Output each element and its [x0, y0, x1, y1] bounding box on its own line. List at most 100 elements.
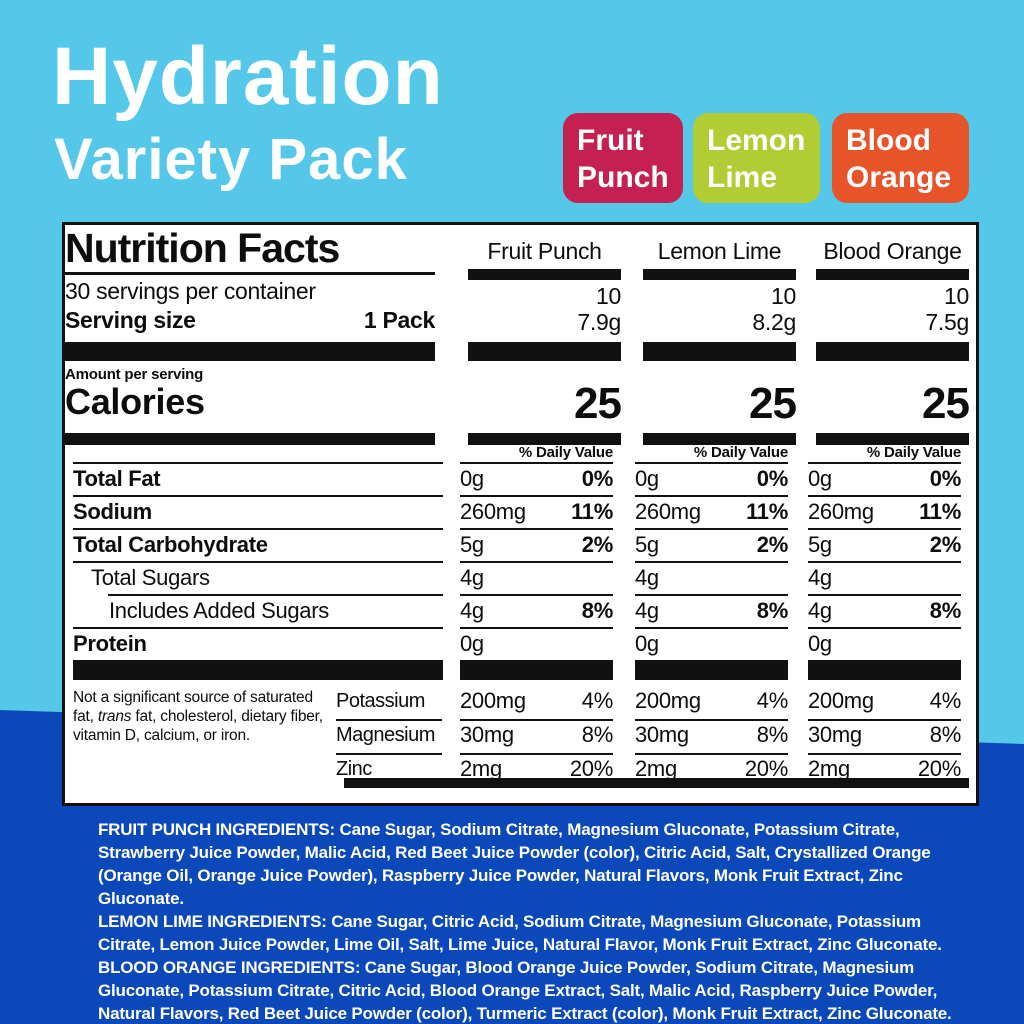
- nutrient-label: Protein: [73, 631, 147, 656]
- nutrient-amount: 260mg: [635, 499, 701, 524]
- nutrient-amount: 260mg: [808, 499, 874, 524]
- mineral-amount: 2mg: [635, 756, 677, 781]
- nutrient-dv: 8%: [756, 598, 789, 623]
- divider-bar-calories: [65, 433, 435, 445]
- nutrient-amount: 0g: [808, 466, 832, 491]
- nutrient-row-sodium: Sodium 260mg 11% 260mg 11% 260mg 11%: [73, 497, 961, 530]
- nutrient-dv: 2%: [929, 532, 962, 557]
- flavor-calories-value: 25: [749, 379, 797, 428]
- flavor-pack-weight: 8.2g: [752, 309, 796, 335]
- nutrient-amount: 0g: [635, 631, 659, 656]
- nutrient-amount: 4g: [808, 565, 832, 590]
- ingredients-paragraph-lemon-lime: LEMON LIME INGREDIENTS: Cane Sugar, Citr…: [98, 912, 942, 954]
- nutrient-dv: 2%: [581, 532, 614, 557]
- badge-label-line: Orange: [846, 161, 952, 194]
- divider-bar-thick: [468, 342, 621, 361]
- divider-bar: [468, 269, 621, 280]
- nutrient-amount: 260mg: [460, 499, 526, 524]
- nutrient-row-total-carbohydrate: Total Carbohydrate 5g 2% 5g 2% 5g 2%: [73, 530, 961, 563]
- divider-bar: [808, 660, 961, 680]
- nutrient-dv: 0%: [581, 466, 614, 491]
- flavor-column-lemon-lime: Lemon Lime 10 8.2g 25: [643, 225, 797, 457]
- mineral-label: Potassium: [336, 687, 442, 721]
- mineral-row-zinc: Zinc 2mg 20% 2mg 20% 2mg 20%: [73, 755, 961, 781]
- nutrient-dv: 0%: [929, 466, 962, 491]
- nutrient-amount: 0g: [808, 631, 832, 656]
- mineral-amount: 30mg: [460, 722, 514, 747]
- daily-value-header-row: % Daily Value % Daily Value % Daily Valu…: [73, 445, 961, 464]
- mineral-label: Zinc: [336, 758, 372, 780]
- nutrient-dv: 11%: [571, 499, 613, 524]
- nutrient-amount: 5g: [635, 532, 659, 557]
- divider-bar-thick: [65, 342, 435, 361]
- divider-bar: [643, 269, 796, 280]
- nutrient-amount: 0g: [635, 466, 659, 491]
- mineral-row-magnesium: Magnesium 30mg 8% 30mg 8% 30mg 8%: [73, 721, 961, 755]
- divider-bar-calories: [816, 433, 969, 445]
- nutrient-label: Total Carbohydrate: [73, 532, 268, 557]
- nutrient-dv: 11%: [746, 499, 788, 524]
- nutrient-amount: 5g: [460, 532, 484, 557]
- nutrient-dv: 2%: [756, 532, 789, 557]
- flavor-pack-weight: 7.5g: [925, 309, 969, 335]
- badge-label-line: Fruit: [577, 124, 644, 157]
- daily-value-header: % Daily Value: [808, 445, 961, 464]
- divider-bar-thick: [643, 342, 796, 361]
- footnote-text: Not a significant source of saturated fa…: [73, 689, 313, 725]
- flavor-servings-count: 10: [596, 283, 621, 309]
- nutrient-label: Includes Added Sugars: [109, 598, 329, 623]
- daily-value-header: % Daily Value: [460, 445, 613, 464]
- mineral-dv: 20%: [744, 756, 788, 781]
- flavor-badge-lemon-lime: Lemon Lime: [693, 113, 820, 203]
- inset-rule: [108, 594, 443, 596]
- nutrient-label: Total Sugars: [91, 565, 210, 590]
- mineral-label: Magnesium: [336, 721, 442, 755]
- ingredients-paragraph-fruit-punch: FRUIT PUNCH INGREDIENTS: Cane Sugar, Sod…: [98, 820, 931, 908]
- badge-label-line: Punch: [577, 161, 669, 194]
- nutrient-amount: 0g: [460, 466, 484, 491]
- amount-per-serving-label: Amount per serving: [65, 366, 204, 383]
- divider-bar: [816, 269, 969, 280]
- flavor-column-header: Blood Orange: [823, 238, 962, 264]
- nutrient-dv: 0%: [756, 466, 789, 491]
- divider-bar-thick: [816, 342, 969, 361]
- nutrient-amount: 0g: [460, 631, 484, 656]
- mineral-dv: 8%: [756, 722, 789, 747]
- flavor-column-header: Lemon Lime: [657, 238, 782, 264]
- mineral-amount: 200mg: [460, 688, 526, 713]
- flavor-pack-weight: 7.9g: [577, 309, 621, 335]
- mineral-dv: 20%: [917, 756, 961, 781]
- nutrient-row-added-sugars: Includes Added Sugars 4g 8% 4g 8% 4g 8%: [73, 596, 961, 629]
- nutrient-dv: 11%: [919, 499, 961, 524]
- nutrient-dv: 8%: [929, 598, 962, 623]
- nutrient-row-total-fat: Total Fat 0g 0% 0g 0% 0g 0%: [73, 464, 961, 497]
- mineral-dv: 4%: [581, 688, 614, 713]
- flavor-calories-value: 25: [922, 379, 970, 428]
- flavor-servings-count: 10: [944, 283, 969, 309]
- mineral-row-potassium: Potassium 200mg 4% 200mg 4% 200mg 4%: [73, 687, 961, 721]
- nutrition-facts-title: Nutrition Facts: [65, 227, 435, 275]
- flavor-servings-count: 10: [771, 283, 796, 309]
- divider-bar: [635, 660, 788, 680]
- divider-bar-calories: [643, 433, 796, 445]
- serving-size-label: Serving size: [65, 307, 196, 333]
- nutrition-panel: Nutrition Facts 30 servings per containe…: [62, 222, 979, 806]
- nutrient-amount: 4g: [635, 565, 659, 590]
- mineral-dv: 8%: [929, 722, 962, 747]
- mineral-amount: 200mg: [808, 688, 874, 713]
- footnote: Not a significant source of saturated fa…: [73, 688, 337, 745]
- brand-subtitle: Variety Pack: [54, 127, 408, 192]
- nutrient-amount: 4g: [635, 598, 659, 623]
- divider-bar-bottom: [344, 778, 969, 788]
- calories-label: Calories: [65, 381, 205, 422]
- mineral-amount: 2mg: [808, 756, 850, 781]
- flavor-column-header: Fruit Punch: [487, 238, 602, 264]
- daily-value-header: % Daily Value: [635, 445, 788, 464]
- ingredients-section: FRUIT PUNCH INGREDIENTS: Cane Sugar, Sod…: [98, 818, 972, 1024]
- nutrient-amount: 4g: [460, 598, 484, 623]
- mineral-amount: 200mg: [635, 688, 701, 713]
- spacer: [73, 445, 443, 464]
- nutrient-label: Total Fat: [73, 466, 161, 491]
- footnote-text: fat, cholesterol, dietary fiber, vitamin…: [73, 708, 323, 744]
